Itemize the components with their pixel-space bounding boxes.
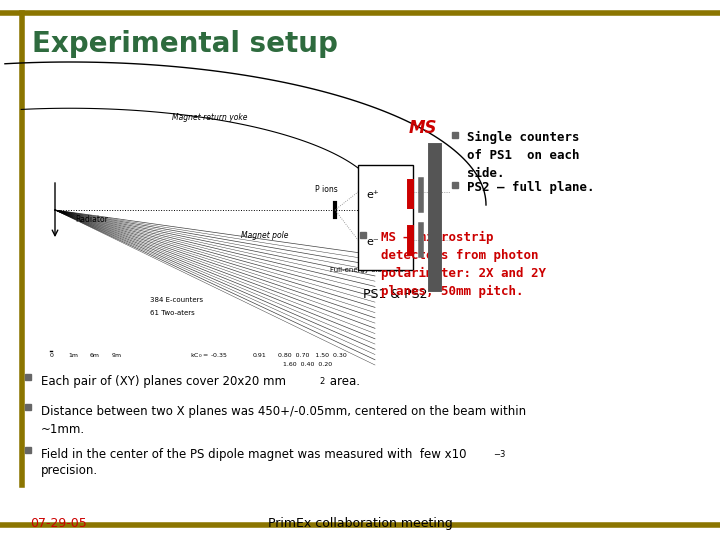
Text: 0: 0 <box>50 353 54 358</box>
Text: 1.60  0.40  0.20: 1.60 0.40 0.20 <box>283 362 332 367</box>
Text: 384 E-counters: 384 E-counters <box>150 297 203 303</box>
Text: 07-29-05: 07-29-05 <box>30 517 86 530</box>
Text: Field in the center of the PS dipole magnet was measured with  few x10: Field in the center of the PS dipole mag… <box>41 448 467 461</box>
Text: e⁺: e⁺ <box>366 190 379 200</box>
Text: Radiator: Radiator <box>75 215 108 224</box>
Text: MS – microstrip
detectors from photon
polarimeter: 2X and 2Y
planes, 50mm pitch.: MS – microstrip detectors from photon po… <box>381 231 546 298</box>
Text: kC$_0$ = -0.35: kC$_0$ = -0.35 <box>190 351 228 360</box>
Text: 0.91: 0.91 <box>253 353 266 358</box>
Text: Single counters
of PS1  on each
side.: Single counters of PS1 on each side. <box>467 131 580 180</box>
Text: Magnet pole: Magnet pole <box>241 231 289 240</box>
Text: PS1 & PS2: PS1 & PS2 <box>363 288 428 301</box>
Text: Each pair of (XY) planes cover 20x20 mm: Each pair of (XY) planes cover 20x20 mm <box>41 375 286 388</box>
Text: MS: MS <box>409 119 437 137</box>
Text: 6m: 6m <box>90 353 100 358</box>
Text: precision.: precision. <box>41 464 98 477</box>
Text: Magnet return yoke: Magnet return yoke <box>172 113 248 122</box>
Text: 1m: 1m <box>68 353 78 358</box>
Text: 0.80  0.70   1.50  0.30: 0.80 0.70 1.50 0.30 <box>278 353 347 358</box>
Text: −3: −3 <box>493 450 505 459</box>
Text: 2: 2 <box>319 377 324 386</box>
Text: Full-energy electrons: Full-energy electrons <box>330 267 403 273</box>
Text: PrimEx collaboration meeting: PrimEx collaboration meeting <box>268 517 452 530</box>
Text: e⁻: e⁻ <box>366 237 379 247</box>
Text: 61 Two-aters: 61 Two-aters <box>150 310 194 316</box>
Text: area.: area. <box>326 375 360 388</box>
Text: P ions: P ions <box>315 185 338 194</box>
Bar <box>358 165 413 270</box>
Text: PS2 – full plane.: PS2 – full plane. <box>467 181 595 194</box>
Text: 9m: 9m <box>112 353 122 358</box>
Text: Distance between two X planes was 450+/-0.05mm, centered on the beam within
~1mm: Distance between two X planes was 450+/-… <box>41 405 526 436</box>
Text: Experimental setup: Experimental setup <box>32 30 338 58</box>
